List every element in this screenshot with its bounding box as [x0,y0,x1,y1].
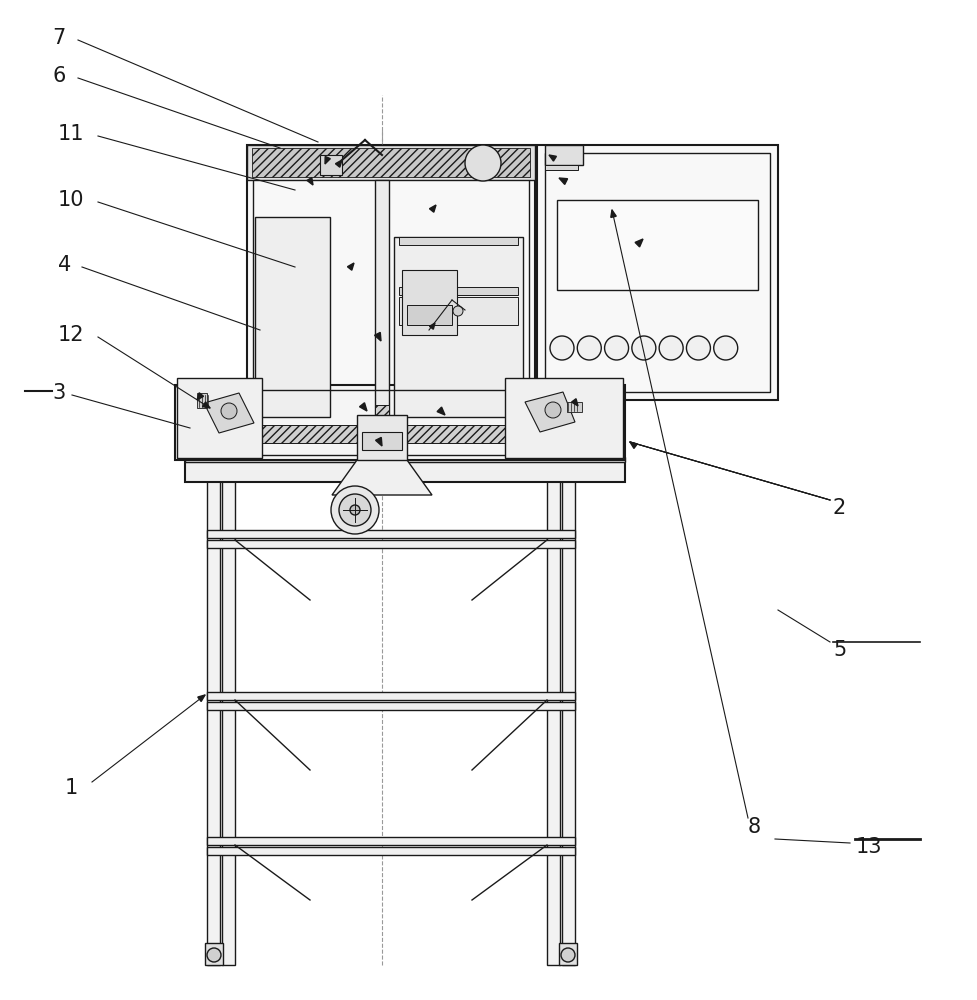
Circle shape [330,486,379,534]
Bar [559,943,576,965]
Polygon shape [374,332,381,341]
Bar [399,237,518,245]
Bar [185,462,624,482]
Bar [207,540,574,548]
Bar [567,402,581,412]
Bar [253,151,529,419]
Bar [255,217,329,417]
Polygon shape [629,442,637,448]
Text: 8: 8 [747,817,760,837]
Circle shape [631,336,656,360]
Bar [205,943,223,965]
Polygon shape [429,323,435,329]
Polygon shape [204,393,254,433]
Bar [394,237,523,417]
Circle shape [207,948,221,962]
Bar [544,153,769,392]
Bar [207,480,220,965]
Text: 11: 11 [58,124,84,144]
Text: 6: 6 [52,66,65,86]
Text: 2: 2 [832,498,845,518]
Text: 5: 5 [832,640,845,660]
Bar [247,145,534,180]
Bar [406,305,451,325]
Polygon shape [347,263,354,270]
Text: 10: 10 [58,190,84,210]
Bar [399,297,518,325]
Circle shape [658,336,683,360]
Circle shape [576,336,601,360]
Bar [222,480,234,965]
Circle shape [544,402,561,418]
Bar [207,702,574,710]
Bar [562,480,574,965]
Bar [252,148,530,177]
Bar [536,145,778,400]
Bar [177,378,262,458]
Polygon shape [559,178,567,184]
Text: 4: 4 [58,255,71,275]
Polygon shape [202,402,210,408]
Polygon shape [335,160,342,167]
Polygon shape [196,393,203,400]
Bar [196,393,207,408]
Bar [207,530,574,538]
Circle shape [221,403,236,419]
Polygon shape [611,210,616,217]
Bar [366,427,397,457]
Text: 13: 13 [855,837,881,857]
Bar [207,847,574,855]
Bar [402,270,456,335]
Bar [557,200,757,290]
Polygon shape [331,460,432,495]
Circle shape [604,336,628,360]
Circle shape [452,306,462,316]
Bar [374,405,389,425]
Bar [207,692,574,700]
Polygon shape [360,403,366,411]
Bar [185,457,624,462]
Bar [252,425,530,443]
Text: 3: 3 [52,383,65,403]
Circle shape [464,145,500,181]
Text: 1: 1 [64,778,78,798]
Bar [319,155,342,175]
Circle shape [549,336,573,360]
Circle shape [350,505,360,515]
Bar [357,415,406,460]
Polygon shape [634,239,642,247]
Polygon shape [525,392,574,432]
Bar [544,165,577,170]
Bar [374,180,389,425]
Bar [546,480,560,965]
Bar [247,145,534,425]
Bar [544,145,582,165]
Polygon shape [437,407,445,415]
Polygon shape [571,399,577,406]
Bar [504,378,622,458]
Polygon shape [197,695,205,701]
Circle shape [713,336,737,360]
Circle shape [339,494,370,526]
Text: 12: 12 [58,325,84,345]
Polygon shape [548,155,556,161]
Polygon shape [375,437,382,446]
Circle shape [686,336,709,360]
Bar [207,837,574,845]
Circle shape [561,948,574,962]
Bar [175,385,624,460]
Polygon shape [307,178,313,185]
Text: 7: 7 [52,28,65,48]
Polygon shape [429,205,436,212]
Bar [180,390,619,455]
Polygon shape [324,156,330,164]
Bar [399,287,518,295]
Bar [361,432,402,450]
